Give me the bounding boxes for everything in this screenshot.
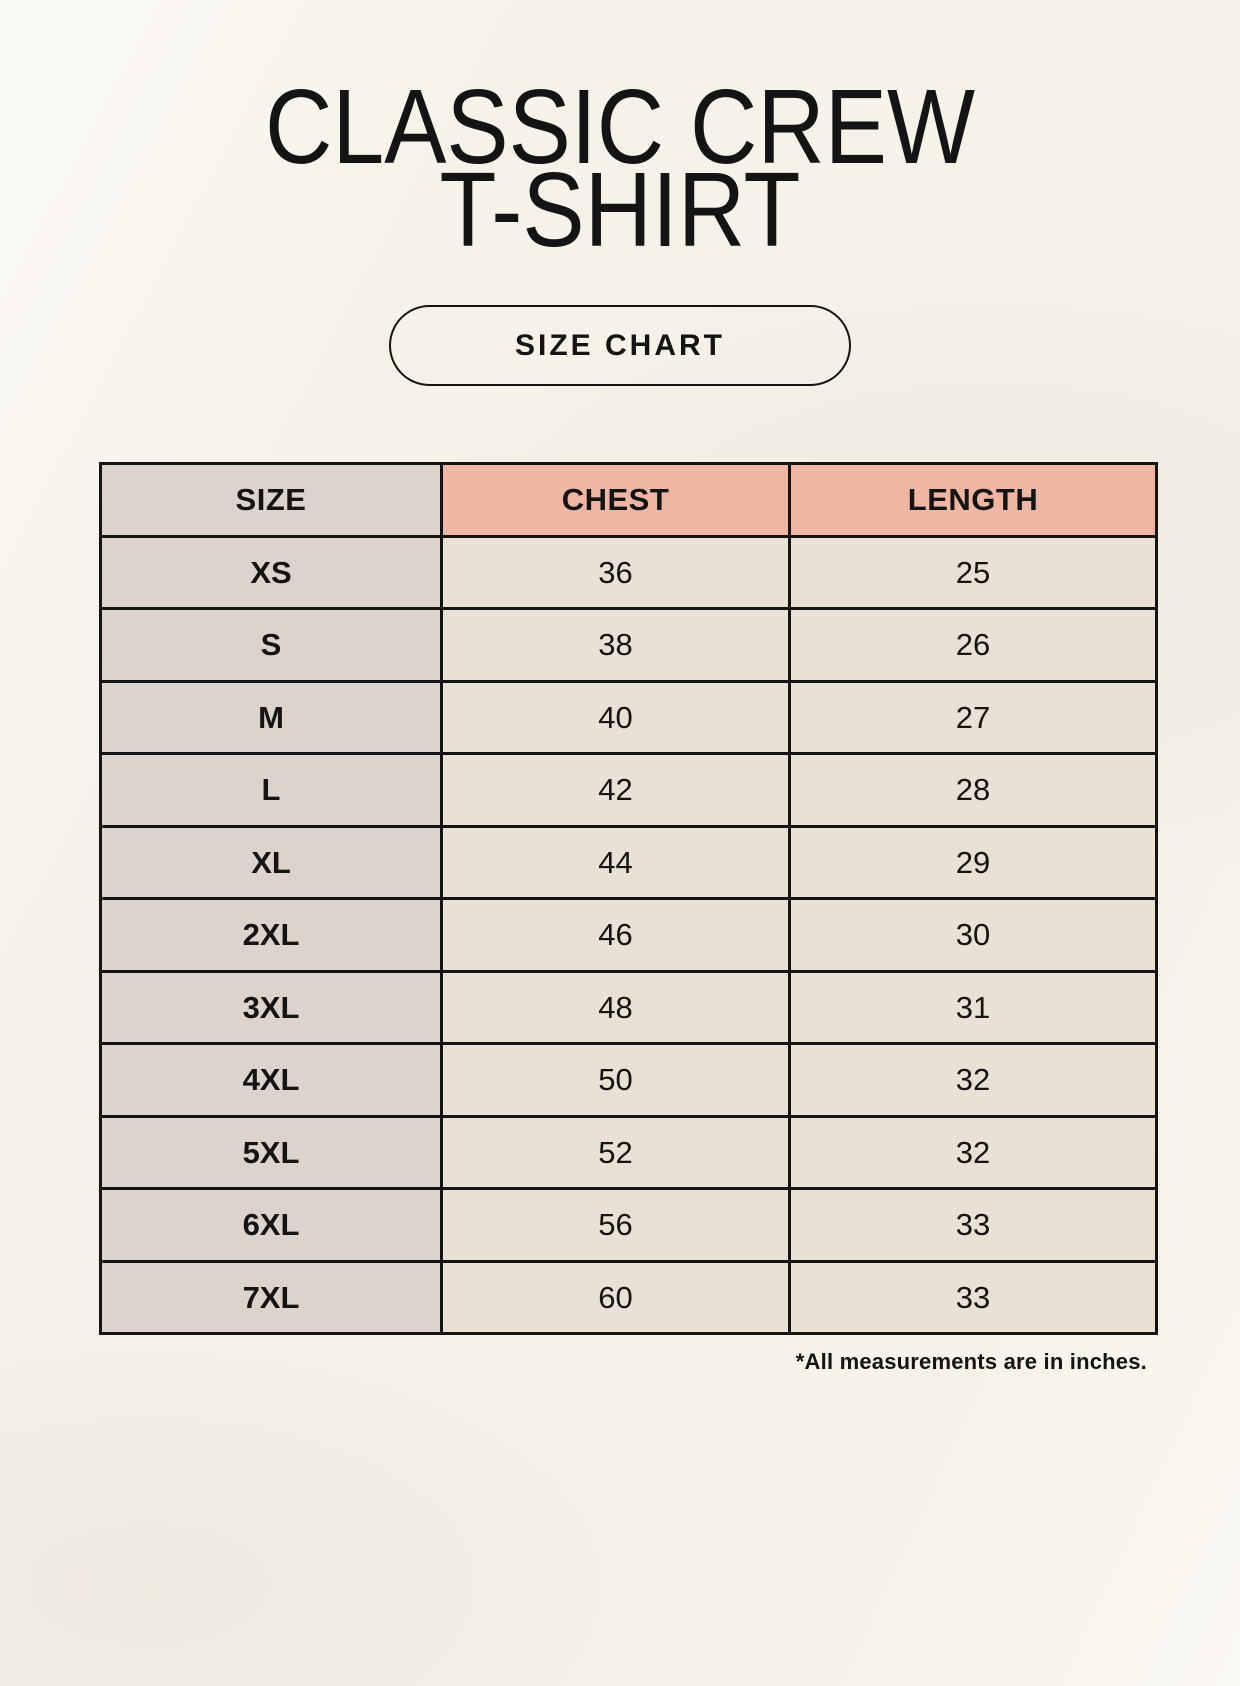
length-cell: 25	[788, 534, 1158, 611]
chest-cell: 48	[440, 969, 791, 1046]
size-cell: 3XL	[99, 969, 443, 1046]
size-cell: XL	[99, 824, 443, 901]
size-chart-table: SIZE CHEST LENGTH XS 36 25 S 38 26 M 40 …	[99, 462, 1158, 1336]
measurements-footnote: *All measurements are in inches.	[795, 1349, 1147, 1375]
length-cell: 28	[788, 752, 1158, 828]
chest-cell: 50	[440, 1042, 791, 1118]
size-cell: 5XL	[99, 1114, 443, 1191]
table-row: XS 36 25	[99, 534, 1158, 611]
table-header-row: SIZE CHEST LENGTH	[99, 462, 1158, 538]
size-cell: 2XL	[99, 897, 443, 973]
page-title-line1: CLASSIC CREW	[264, 68, 976, 186]
page-title: CLASSIC CREW T-SHIRT	[74, 68, 1165, 269]
chest-cell: 38	[440, 607, 791, 683]
chest-cell: 60	[440, 1259, 791, 1336]
table-row: L 42 28	[99, 752, 1158, 828]
table-row: 4XL 50 32	[99, 1042, 1158, 1118]
table-row: XL 44 29	[99, 824, 1158, 901]
size-cell: 7XL	[99, 1259, 443, 1336]
length-cell: 33	[788, 1259, 1158, 1336]
length-cell: 26	[788, 607, 1158, 683]
chest-cell: 36	[440, 534, 791, 611]
chest-cell: 44	[440, 824, 791, 901]
table-row: 2XL 46 30	[99, 897, 1158, 973]
size-cell: S	[99, 607, 443, 683]
length-cell: 32	[788, 1114, 1158, 1191]
chest-cell: 42	[440, 752, 791, 828]
page-header: CLASSIC CREW T-SHIRT SIZE CHART	[0, 68, 1240, 387]
column-header-chest: CHEST	[440, 462, 791, 538]
length-cell: 31	[788, 969, 1158, 1046]
length-cell: 29	[788, 824, 1158, 901]
size-cell: XS	[99, 534, 443, 611]
size-cell: L	[99, 752, 443, 828]
table-row: 5XL 52 32	[99, 1114, 1158, 1191]
table-row: M 40 27	[99, 679, 1158, 756]
chest-cell: 56	[440, 1187, 791, 1263]
length-cell: 30	[788, 897, 1158, 973]
table-row: SIZE CHEST LENGTH	[99, 462, 1158, 538]
table-row: 7XL 60 33	[99, 1259, 1158, 1336]
length-cell: 32	[788, 1042, 1158, 1118]
size-cell: 6XL	[99, 1187, 443, 1263]
length-cell: 33	[788, 1187, 1158, 1263]
table-row: 3XL 48 31	[99, 969, 1158, 1046]
column-header-length: LENGTH	[788, 462, 1158, 538]
size-cell: M	[99, 679, 443, 756]
chest-cell: 52	[440, 1114, 791, 1191]
length-cell: 27	[788, 679, 1158, 756]
chest-cell: 46	[440, 897, 791, 973]
size-chart-button[interactable]: SIZE CHART	[389, 305, 851, 387]
table-row: S 38 26	[99, 607, 1158, 683]
size-cell: 4XL	[99, 1042, 443, 1118]
page-title-line2: T-SHIRT	[439, 150, 801, 269]
column-header-size: SIZE	[99, 462, 443, 538]
table-row: 6XL 56 33	[99, 1187, 1158, 1263]
chest-cell: 40	[440, 679, 791, 756]
